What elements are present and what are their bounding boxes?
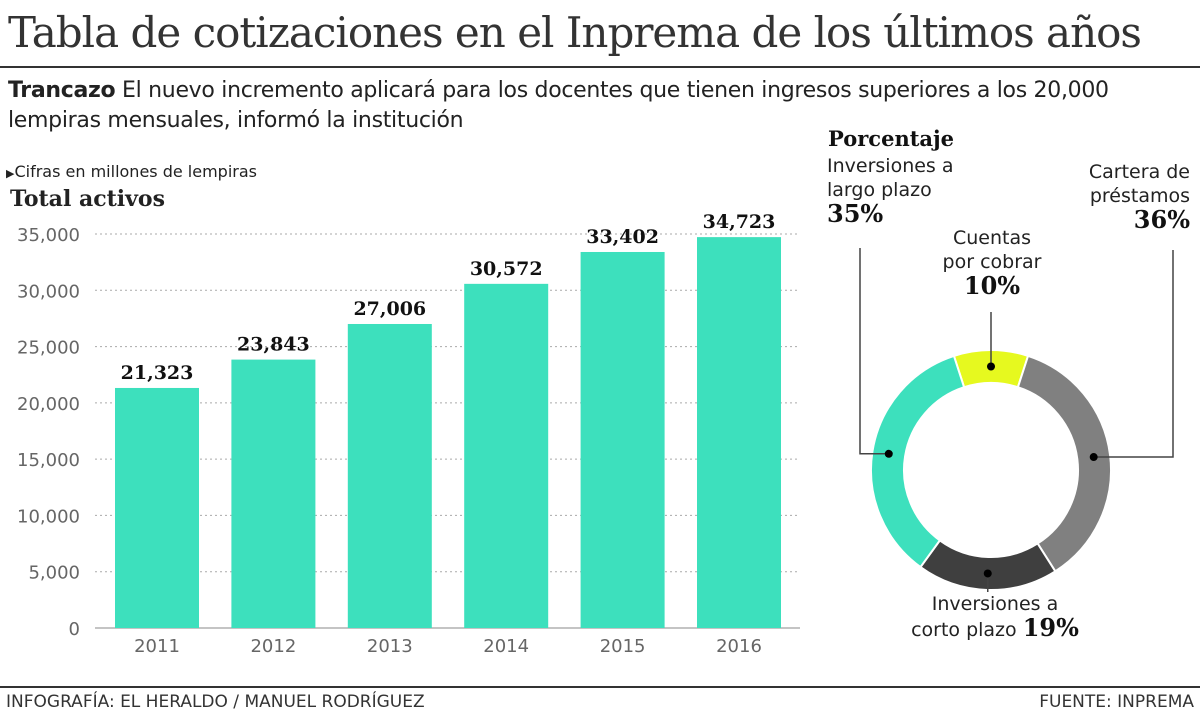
x-tick-label: 2015	[600, 636, 646, 657]
subtitle-text: El nuevo incremento aplicará para los do…	[8, 78, 1109, 133]
data-label: 30,572	[470, 258, 543, 280]
bar-2014	[464, 283, 549, 628]
data-label: 33,402	[586, 226, 659, 248]
units-note-text: Cifras en millones de lempiras	[14, 162, 257, 181]
y-tick-label: 20,000	[17, 394, 80, 415]
data-label: 21,323	[121, 362, 194, 384]
subtitle: Trancazo El nuevo incremento aplicará pa…	[8, 76, 1188, 136]
donut-slice	[1016, 354, 1112, 573]
data-label: 34,723	[703, 211, 776, 233]
data-label: 27,006	[353, 298, 426, 320]
bar-2011	[115, 387, 199, 628]
source: FUENTE: INPREMA	[1039, 692, 1194, 712]
y-tick-label: 0	[69, 619, 80, 640]
leader-dot	[987, 362, 995, 371]
x-tick-label: 2013	[367, 636, 413, 657]
label-prestamos: Cartera de préstamos 36%	[1088, 161, 1190, 234]
donut-slice	[870, 354, 966, 569]
bar-2013	[347, 323, 432, 628]
leader-dot	[983, 569, 992, 578]
y-tick-label: 30,000	[17, 281, 80, 302]
bar-2012	[231, 359, 316, 628]
donut-title: Porcentaje	[828, 126, 954, 151]
y-tick-label: 35,000	[17, 225, 80, 246]
label-cuentas: Cuentas por cobrar 10%	[942, 227, 1042, 300]
label-largo-plazo: Inversiones a largo plazo 35%	[827, 155, 954, 228]
bar-chart-title: Total activos	[10, 186, 165, 212]
x-tick-label: 2014	[483, 636, 529, 657]
y-tick-label: 15,000	[17, 450, 80, 471]
units-note: ▶Cifras en millones de lempiras	[6, 162, 257, 181]
y-tick-label: 25,000	[17, 338, 80, 359]
subtitle-lead: Trancazo	[8, 78, 116, 103]
x-tick-label: 2012	[250, 636, 296, 657]
divider	[0, 66, 1200, 68]
leader-dot	[1089, 453, 1098, 462]
page-title: Tabla de cotizaciones en el Inprema de l…	[8, 8, 1142, 57]
x-tick-label: 2016	[716, 636, 762, 657]
credit: INFOGRAFÍA: EL HERALDO / MANUEL RODRÍGUE…	[6, 692, 425, 712]
data-label: 23,843	[237, 334, 310, 356]
divider	[0, 686, 1200, 688]
label-corto-plazo: Inversiones a corto plazo 19%	[911, 593, 1079, 642]
y-tick-label: 5,000	[28, 563, 80, 584]
bar-2015	[580, 251, 665, 629]
leader-dot	[884, 449, 893, 458]
y-tick-label: 10,000	[17, 506, 80, 527]
triangle-icon: ▶	[6, 167, 15, 180]
leader-line	[1093, 250, 1174, 458]
bar-2016	[697, 237, 781, 628]
leader-line	[859, 248, 889, 455]
x-tick-label: 2011	[134, 636, 180, 657]
